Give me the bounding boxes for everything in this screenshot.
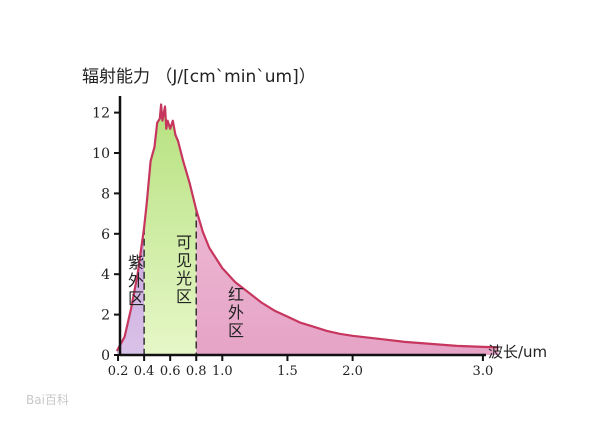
y-tick-label: 12: [92, 106, 110, 122]
radiation-curve: [115, 103, 499, 352]
y-tick-label: 6: [101, 227, 110, 243]
x-tick-label: 2.0: [342, 364, 363, 379]
ir-region-label: 红外区: [228, 285, 244, 340]
x-tick-label: 1.5: [277, 364, 298, 379]
x-tick-label: 0.6: [160, 364, 181, 379]
region-labels-layer: 紫外区 可见光区红外区: [128, 233, 244, 340]
y-tick-label: 8: [101, 186, 110, 202]
x-tick-label: 0.4: [134, 364, 155, 379]
x-tick-label: 3.0: [473, 364, 494, 379]
y-tick-label: 2: [101, 308, 110, 324]
chart-title: 辐射能力 （J/[cm`min`um]）: [82, 67, 316, 87]
y-tick-label: 0: [101, 348, 110, 364]
visible-region-label: 可见光区: [176, 233, 192, 306]
watermark-text: Bai百科: [26, 393, 69, 407]
x-tick-label: 0.8: [186, 364, 207, 379]
dividers-layer: [143, 209, 197, 355]
watermark: Bai百科: [26, 393, 69, 407]
x-tick-label: 1.0: [212, 364, 233, 379]
x-tick-label: 0.2: [108, 364, 129, 379]
y-tick-label: 4: [101, 267, 110, 283]
x-axis-label: 波长/um: [488, 343, 547, 361]
uv-region-label: 紫外区: [128, 253, 144, 308]
y-tick-label: 10: [92, 146, 110, 162]
axes-layer: 0 2 4 6 8 10 12 0.2 0.4 0.6 0.8 1.0 1.5 2.0 3.0: [92, 96, 493, 379]
